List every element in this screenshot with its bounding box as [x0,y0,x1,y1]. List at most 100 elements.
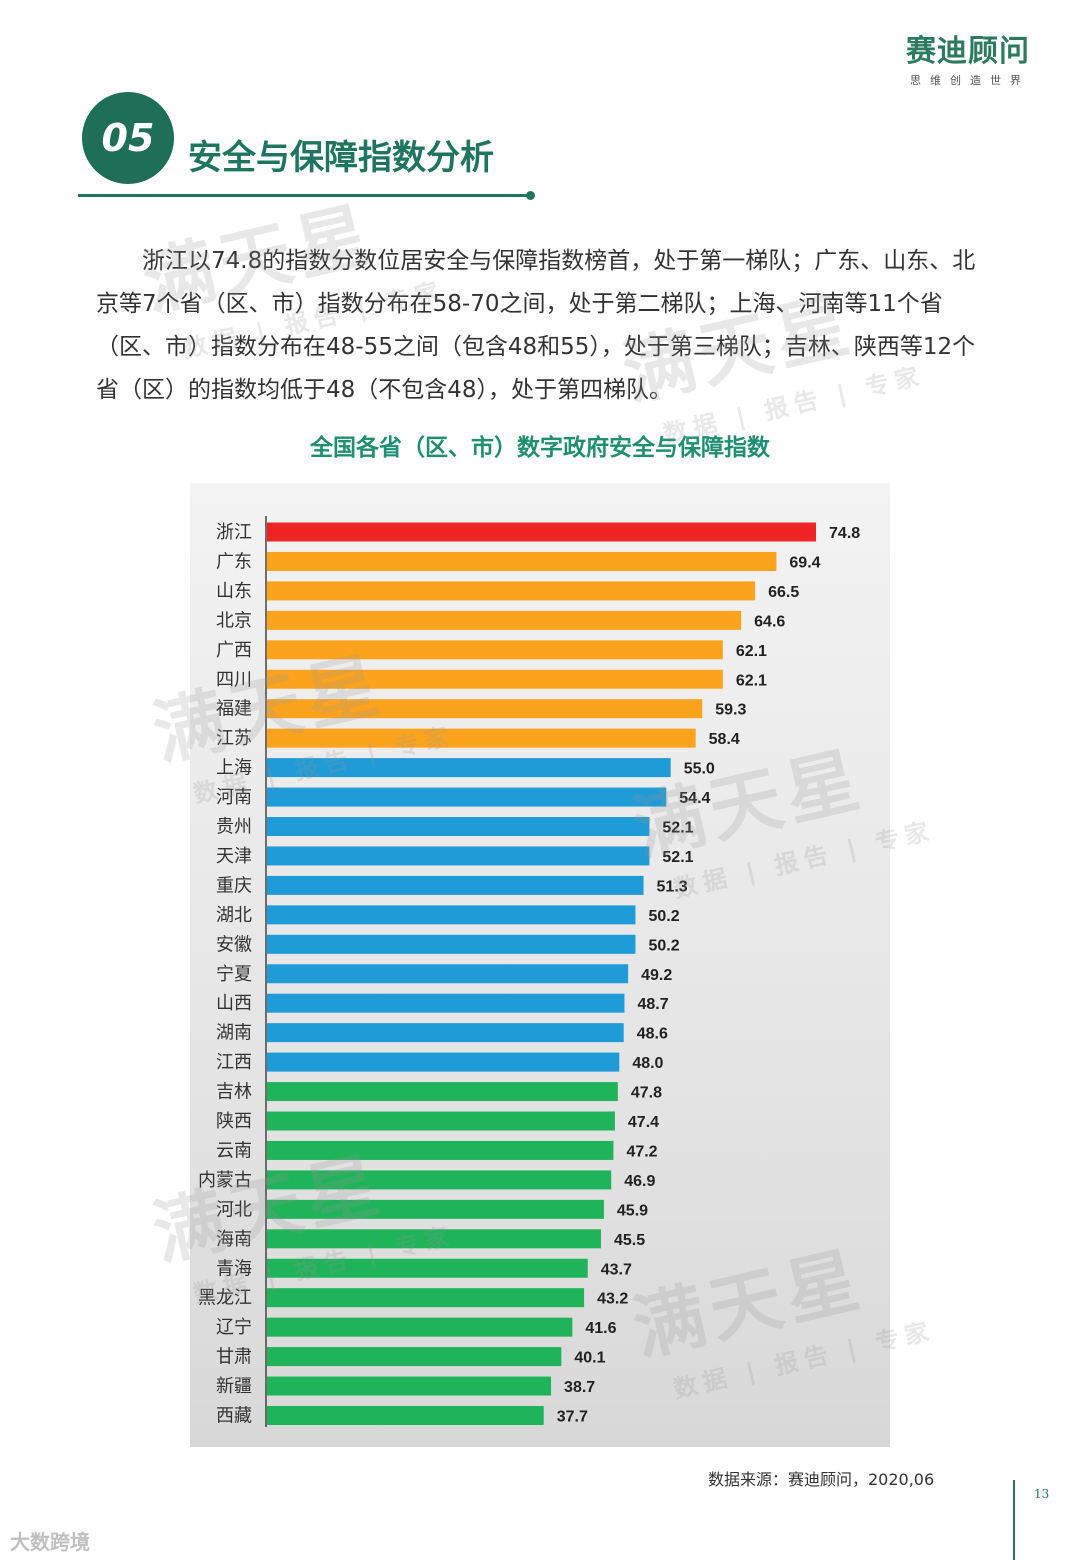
bar [267,610,742,630]
chart-title: 全国各省（区、市）数字政府安全与保障指数 [310,435,770,461]
brand-logo: 赛迪顾问 思维创造世界 [906,26,1030,88]
data-label: 50.2 [648,908,679,925]
category-label: 河南 [216,787,252,808]
data-source-note: 数据来源：赛迪顾问，2020,06 [708,1470,935,1489]
brand-tagline: 思维创造世界 [910,74,1030,87]
category-label: 西藏 [216,1406,252,1427]
category-label: 北京 [216,610,252,631]
bar [267,1140,614,1160]
page-number: 13 [1034,1487,1050,1501]
data-label: 47.8 [631,1085,662,1102]
data-label: 55.0 [684,761,715,778]
category-label: 陕西 [216,1111,252,1132]
bar [267,1347,562,1367]
data-label: 38.7 [564,1379,595,1396]
category-label: 宁夏 [216,964,252,985]
page-number-rule [1013,1480,1015,1560]
bar [267,669,723,689]
data-label: 64.6 [754,613,785,630]
category-label: 新疆 [216,1376,252,1397]
bar [267,964,629,984]
data-label: 47.2 [626,1143,657,1160]
bar [267,1258,588,1278]
data-label: 62.1 [736,672,767,689]
category-label: 山东 [216,581,252,602]
bar [267,758,671,778]
data-label: 51.3 [657,878,688,895]
category-label: 吉林 [216,1082,252,1103]
data-label: 37.7 [557,1409,588,1426]
category-label: 浙江 [216,522,252,543]
bar [267,787,667,807]
category-label: 黑龙江 [198,1288,252,1309]
bar [267,993,625,1013]
section-title: 安全与保障指数分析 [188,138,494,178]
category-label: 江西 [216,1052,252,1073]
data-label: 45.9 [617,1202,648,1219]
data-label: 66.5 [768,584,799,601]
category-label: 湖南 [216,1023,252,1044]
data-label: 45.5 [614,1232,645,1249]
bar [267,817,650,836]
data-label: 48.0 [632,1055,663,1072]
data-label: 41.6 [585,1320,616,1337]
category-label: 广西 [216,640,252,661]
data-label: 43.7 [601,1261,632,1278]
data-label: 58.4 [709,731,740,748]
data-label: 52.1 [662,820,693,837]
bar [267,581,756,601]
category-label: 重庆 [216,875,252,896]
data-label: 59.3 [715,702,746,719]
category-label: 安徽 [216,934,252,955]
bar [267,846,650,866]
bar-chart: 浙江 74.8 广东 69.4 山东 66.5 北京 64.6 广西 62.1 四川 62.1 福建 59… [198,516,860,1427]
data-label: 52.1 [662,849,693,866]
corner-watermark: 大数跨境 [10,1530,90,1554]
data-label: 54.4 [679,790,710,807]
data-label: 50.2 [648,937,679,954]
bar [267,1052,620,1072]
bar [267,1288,585,1308]
category-label: 青海 [216,1258,252,1279]
category-label: 福建 [216,699,252,720]
brand-name: 赛迪顾问 [906,34,1030,69]
data-label: 69.4 [789,554,820,571]
data-label: 47.4 [628,1114,659,1131]
data-label: 48.7 [637,996,668,1013]
category-label: 海南 [216,1229,252,1250]
bar [267,1082,618,1102]
category-label: 云南 [216,1140,252,1161]
section-number-badge: 05 [82,92,174,184]
category-label: 辽宁 [216,1317,252,1338]
category-label: 湖北 [216,905,252,926]
bar [267,522,817,542]
bar [267,1170,612,1190]
data-label: 62.1 [736,643,767,660]
bar [267,934,636,954]
category-label: 山西 [216,993,252,1014]
data-label: 48.6 [637,1026,668,1043]
bar [267,1199,604,1219]
category-label: 天津 [216,846,252,867]
intro-paragraph: 浙江以74.8的指数分数位居安全与保障指数榜首，处于第一梯队；广东、山东、北京等… [96,248,976,403]
data-label: 49.2 [641,967,672,984]
bar [267,728,696,748]
section-divider [78,194,532,197]
bar [267,875,644,895]
bar [267,640,723,660]
bar [267,1111,615,1131]
data-label: 43.2 [597,1291,628,1308]
category-label: 甘肃 [216,1347,252,1368]
bar [267,905,636,925]
bar [267,1229,601,1249]
bar [267,551,777,571]
category-label: 广东 [216,551,252,572]
category-label: 四川 [216,669,252,690]
bar [267,1023,624,1043]
bar [267,1317,573,1337]
bar [267,1406,544,1425]
data-label: 40.1 [574,1350,605,1367]
bar [267,1376,552,1396]
bar [267,699,703,719]
category-label: 江苏 [216,728,252,749]
